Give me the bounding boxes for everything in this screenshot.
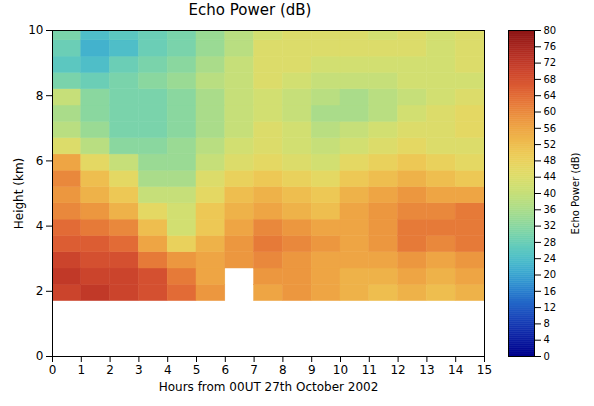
svg-text:13: 13 xyxy=(419,363,434,377)
svg-text:4: 4 xyxy=(164,363,172,377)
svg-text:0: 0 xyxy=(544,351,550,362)
svg-text:60: 60 xyxy=(544,106,557,117)
svg-text:14: 14 xyxy=(448,363,463,377)
svg-text:68: 68 xyxy=(544,74,557,85)
svg-text:8: 8 xyxy=(279,363,287,377)
svg-text:20: 20 xyxy=(544,269,557,280)
svg-text:72: 72 xyxy=(544,57,557,68)
svg-text:1: 1 xyxy=(77,363,85,377)
svg-text:7: 7 xyxy=(250,363,258,377)
svg-text:4: 4 xyxy=(544,334,550,345)
svg-text:0: 0 xyxy=(36,349,44,363)
svg-text:36: 36 xyxy=(544,204,557,215)
svg-text:2: 2 xyxy=(106,363,114,377)
svg-text:44: 44 xyxy=(544,171,557,182)
svg-text:40: 40 xyxy=(544,188,557,199)
svg-text:16: 16 xyxy=(544,286,557,297)
svg-text:10: 10 xyxy=(28,23,43,37)
svg-text:76: 76 xyxy=(544,41,557,52)
svg-text:32: 32 xyxy=(544,220,557,231)
html-text:Echo Power (dB): Echo Power (dB) xyxy=(188,1,312,19)
svg-text:0: 0 xyxy=(49,363,57,377)
svg-text:48: 48 xyxy=(544,155,557,166)
svg-text:52: 52 xyxy=(544,139,557,150)
svg-text:24: 24 xyxy=(544,253,557,264)
svg-text:3: 3 xyxy=(135,363,143,377)
svg-text:56: 56 xyxy=(544,123,557,134)
svg-text:2: 2 xyxy=(36,284,44,298)
svg-text:6: 6 xyxy=(36,154,44,168)
svg-text:10: 10 xyxy=(333,363,348,377)
svg-text:28: 28 xyxy=(544,237,557,248)
svg-text:64: 64 xyxy=(544,90,557,101)
svg-text:6: 6 xyxy=(221,363,229,377)
svg-text:8: 8 xyxy=(36,89,44,103)
svg-text:4: 4 xyxy=(36,219,44,233)
svg-text:Echo Power (dB): Echo Power (dB) xyxy=(570,152,581,234)
svg-text:9: 9 xyxy=(308,363,316,377)
svg-text:11: 11 xyxy=(362,363,377,377)
svg-text:8: 8 xyxy=(544,318,550,329)
svg-text:12: 12 xyxy=(544,302,557,313)
svg-text:5: 5 xyxy=(193,363,201,377)
svg-text:12: 12 xyxy=(390,363,405,377)
svg-text:Height (km): Height (km) xyxy=(12,158,26,229)
svg-text:Hours from 00UT 27th October 2: Hours from 00UT 27th October 2002 xyxy=(159,380,379,394)
svg-text:15: 15 xyxy=(477,363,492,377)
svg-text:80: 80 xyxy=(544,25,557,36)
